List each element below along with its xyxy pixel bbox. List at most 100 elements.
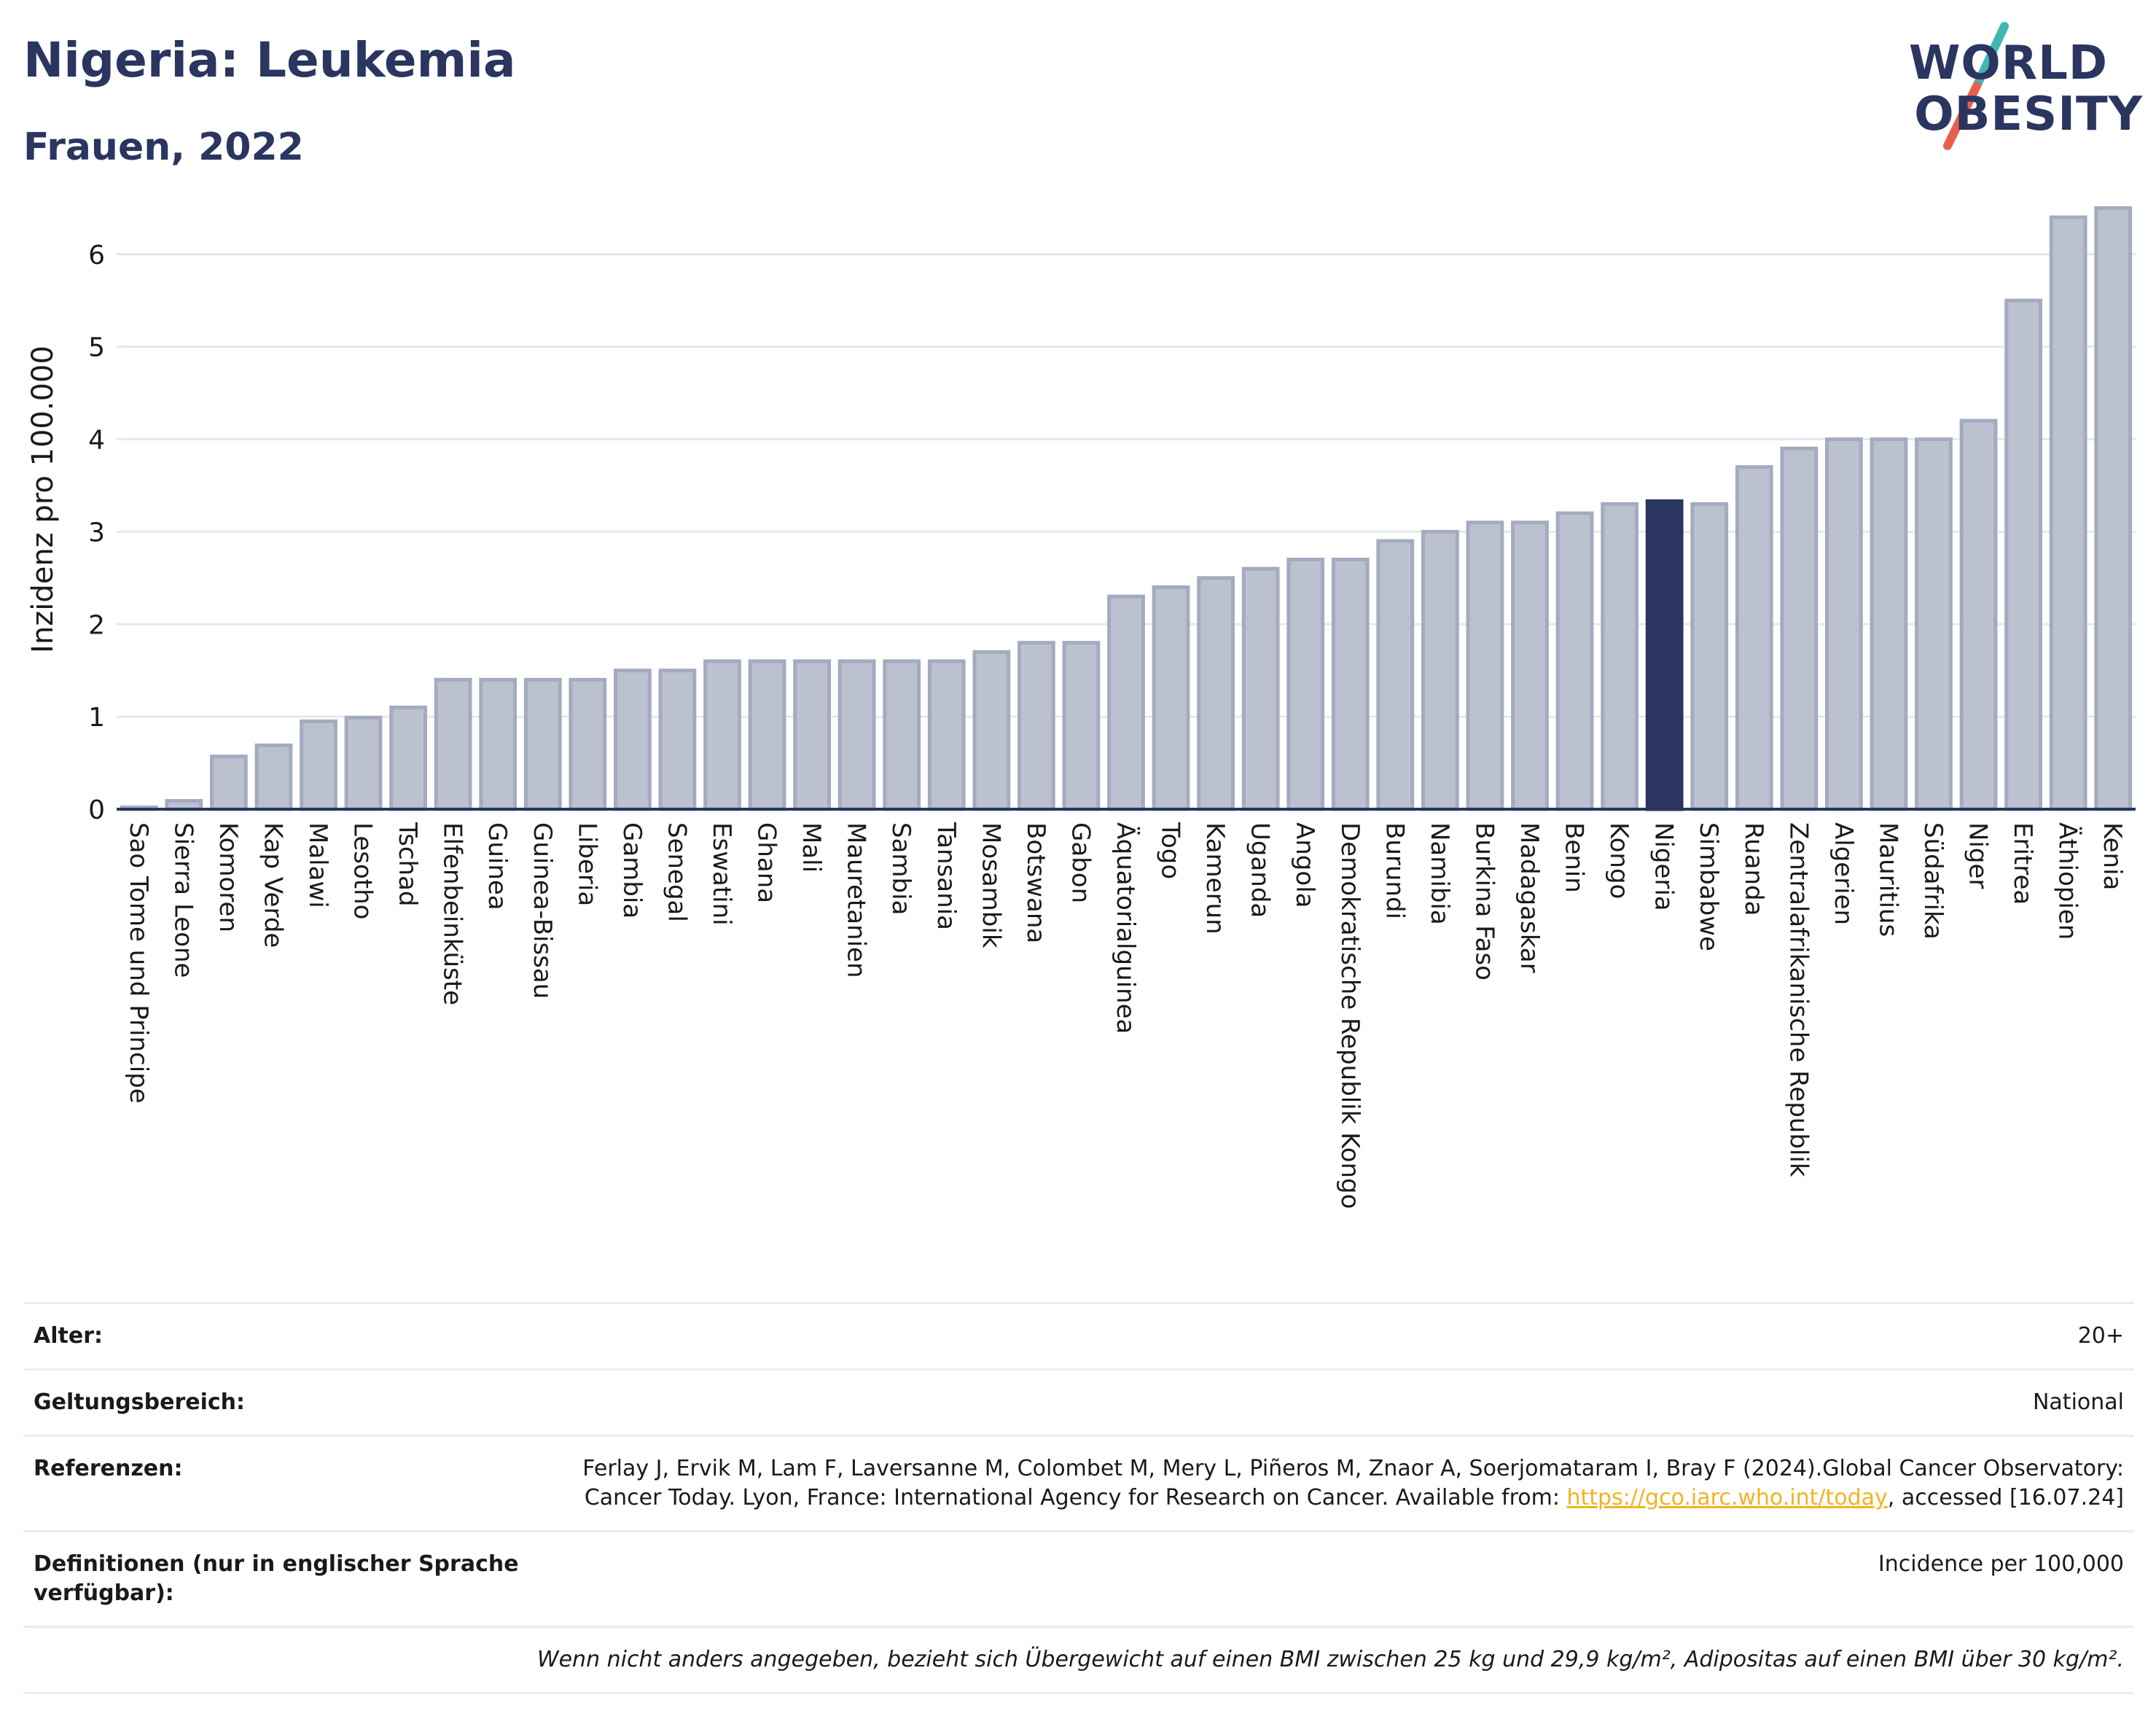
bar [1601,502,1639,811]
x-tick-label: Tansania [931,822,961,930]
bar [434,677,472,811]
bar [2049,215,2087,811]
bar [1915,437,1953,811]
x-tick-label: Äquatorialguinea [1111,822,1140,1034]
bar [1017,641,1055,811]
bar [972,650,1011,811]
x-tick-label: Äthiopien [2053,822,2082,940]
x-tick-label: Nigeria [1649,822,1679,911]
x-tick-label: Elfenbeinküste [438,822,467,1005]
logo-text-obesity: OBESITY [1914,87,2143,141]
x-tick-label: Angola [1290,822,1319,908]
bar [703,659,741,811]
x-tick-label: Sierra Leone [168,822,198,978]
chart-title: Nigeria: Leukemia [23,32,516,88]
x-tick-label: Tschad [393,822,422,907]
footnote: Wenn nicht anders angegeben, bezieht sic… [536,1647,2124,1672]
x-tick-label: Burundi [1380,822,1409,919]
x-tick-label: Mauritius [1873,822,1902,937]
x-tick-label: Südafrika [1918,822,1948,940]
x-tick-label: Eswatini [707,822,736,926]
bar [254,743,293,811]
bar [1152,585,1190,811]
definitions-label: Definitionen (nur in englischer Sprache … [34,1551,519,1606]
world-obesity-logo: WORLD OBESITY [1902,20,2143,150]
logo-text-world: WORLD [1908,36,2108,90]
x-tick-label: Niger [1964,822,1993,889]
x-tick-label: Kenia [2098,822,2127,890]
bar [344,715,383,811]
x-tick-label: Guinea-Bissau [528,822,557,999]
bar [389,705,428,811]
info-row-scope: Geltungsbereich: National [23,1371,2134,1437]
bars [120,206,2133,811]
bar-highlighted [1645,499,1684,811]
bar [1511,520,1549,811]
info-row-age: Alter: 20+ [23,1304,2134,1371]
bar [793,659,832,811]
info-row-note: Wenn nicht anders angegeben, bezieht sic… [23,1628,2134,1694]
y-tick-label: 5 [88,333,105,363]
bar [1062,641,1101,811]
info-row-references: Referenzen: Ferlay J, Ervik M, Lam F, La… [23,1437,2134,1532]
bar [2094,206,2133,811]
y-tick-label: 3 [88,518,105,547]
scope-label: Geltungsbereich: [34,1389,246,1415]
definitions-value: Incidence per 100,000 [1878,1551,2124,1577]
x-tick-label: Kongo [1604,822,1633,899]
x-tick-label: Kamerun [1200,822,1230,935]
x-tick-label: Eritrea [2008,822,2037,905]
x-tick-label: Lesotho [348,822,378,919]
bar [883,659,921,811]
info-table: Alter: 20+ Geltungsbereich: National Ref… [23,1302,2134,1694]
bar [658,668,697,811]
bar [613,668,652,811]
x-tick-label: Uganda [1246,822,1275,918]
x-tick-label: Senegal [662,822,691,922]
x-tick-label: Madagaskar [1515,822,1544,973]
bar [1735,465,1773,811]
x-tick-label: Mosambik [976,822,1005,948]
references-accessed: , accessed [16.07.24] [1887,1485,2124,1510]
x-tick-label: Gambia [617,822,647,919]
y-axis-label: Inzidenz pro 100.000 [26,346,60,653]
y-tick-label: 4 [88,426,105,456]
x-tick-label: Zentralafrikanische Republik [1784,822,1813,1177]
bar [300,719,337,811]
x-tick-label: Sambia [886,822,915,915]
y-tick-label: 2 [88,610,105,640]
bar [1780,446,1819,811]
bar [209,755,248,811]
x-tick-label: Sao Tome und Principe [124,822,153,1104]
bar [1376,539,1415,811]
x-tick-label: Guinea [483,822,512,911]
references-link[interactable]: https://gco.iarc.who.int/today [1566,1485,1888,1510]
x-tick-label: Algerien [1829,822,1858,925]
x-tick-label: Malawi [303,822,332,908]
bar [927,659,966,811]
bar [1824,437,1863,811]
scope-value: National [2032,1389,2124,1415]
x-tick-label: Mauretanien [842,822,871,978]
bar [1870,437,1908,811]
age-label: Alter: [34,1323,103,1349]
references-value: Ferlay J, Ervik M, Lam F, Laversanne M, … [558,1454,2124,1513]
bar [1107,594,1145,811]
info-row-definitions: Definitionen (nur in englischer Sprache … [23,1532,2134,1628]
bar [2004,298,2043,811]
x-tick-label: Botswana [1021,822,1050,943]
bar [479,677,517,811]
x-tick-label: Mali [797,822,826,873]
bar [1421,529,1459,811]
x-tick-label: Liberia [572,822,601,906]
x-tick-label: Ghana [752,822,781,903]
x-tick-label: Burkina Faso [1469,822,1499,980]
bar-chart: 0 1 2 3 4 5 6 Sao Tome und Principe Sierra Leon… [26,206,2136,1209]
bar [1241,566,1280,811]
y-tick-label: 1 [88,703,105,733]
bar [1331,557,1370,811]
x-tick-label: Namibia [1425,822,1454,925]
chart-subtitle: Frauen, 2022 [23,125,304,169]
bar [1555,511,1594,811]
references-label: Referenzen: [34,1456,183,1481]
